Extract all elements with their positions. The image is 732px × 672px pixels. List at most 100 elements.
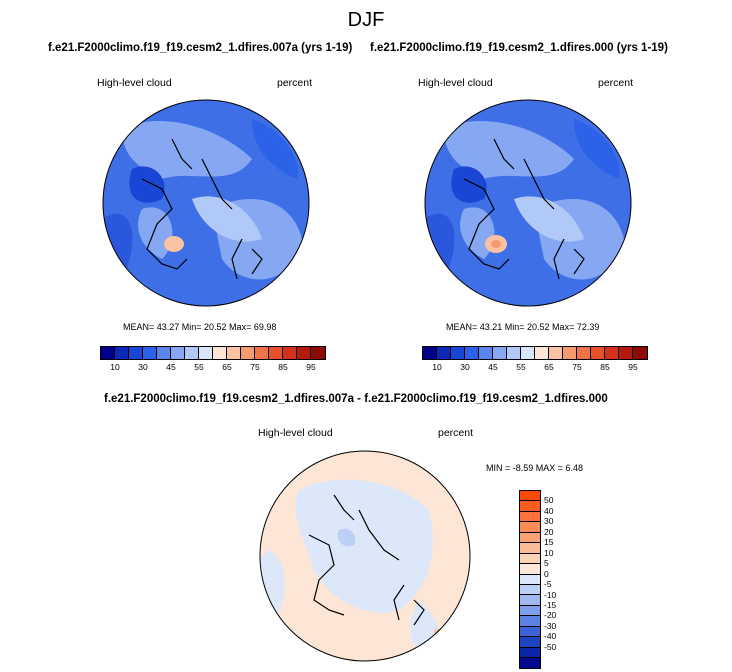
- colorbar-tick-label: -30: [544, 620, 557, 631]
- colorbar-box: [520, 553, 540, 565]
- colorbar-box: [213, 347, 227, 359]
- colorbar-box: [520, 511, 540, 523]
- colorbar-tick-label: 45: [488, 362, 498, 372]
- colorbar-box: [157, 347, 171, 359]
- colorbar-box: [493, 347, 507, 359]
- colorbar-tick-label: 75: [572, 362, 582, 372]
- colorbar-tick-label: 45: [166, 362, 176, 372]
- colorbar-box: [423, 347, 437, 359]
- colorbar-tick-label: 65: [222, 362, 232, 372]
- colorbar-box: [577, 347, 591, 359]
- stats-right: MEAN= 43.21 Min= 20.52 Max= 72.39: [446, 322, 600, 332]
- colorbar-box: [479, 347, 493, 359]
- colorbar-box: [520, 595, 540, 606]
- colorbar-tick-label: 10: [110, 362, 120, 372]
- colorbar-box: [199, 347, 213, 359]
- colorbar-box: [605, 347, 619, 359]
- colorbar-box: [520, 532, 540, 544]
- colorbar-right: [422, 346, 648, 360]
- colorbar-box: [549, 347, 563, 359]
- colorbar-box: [520, 491, 540, 502]
- colorbar-diff: [519, 490, 541, 670]
- colorbar-ticks-left: 10 30 45 55 65 75 85 95: [100, 362, 325, 374]
- colorbar-box: [619, 347, 633, 359]
- colorbar-box: [520, 543, 540, 554]
- colorbar-tick-label: 30: [544, 516, 554, 527]
- stats-diff: MIN = -8.59 MAX = 6.48: [486, 463, 584, 473]
- case-title-right: f.e21.F2000climo.f19_f19.cesm2_1.dfires.…: [370, 42, 668, 54]
- season-title: DJF: [347, 9, 385, 31]
- colorbar-tick-label: -5: [544, 579, 552, 590]
- colorbar-box: [520, 574, 540, 585]
- colorbar-tick-label: 15: [544, 537, 554, 548]
- colorbar-tick-label: 10: [544, 547, 554, 558]
- colorbar-left: [100, 346, 326, 360]
- colorbar-box: [535, 347, 549, 359]
- colorbar-tick-label: 65: [544, 362, 554, 372]
- colorbar-box: [115, 347, 129, 359]
- colorbar-box: [520, 637, 540, 648]
- colorbar-box: [520, 501, 540, 512]
- units-label-right: percent: [598, 77, 634, 89]
- colorbar-box: [269, 347, 283, 359]
- units-label-left: percent: [277, 77, 313, 89]
- colorbar-box: [311, 347, 325, 359]
- colorbar-box: [520, 522, 540, 533]
- polar-map-right: [424, 99, 632, 307]
- colorbar-box: [520, 616, 540, 627]
- colorbar-box: [283, 347, 297, 359]
- case-title-diff: f.e21.F2000climo.f19_f19.cesm2_1.dfires.…: [104, 393, 608, 405]
- colorbar-box: [465, 347, 479, 359]
- case-title-left: f.e21.F2000climo.f19_f19.cesm2_1.dfires.…: [48, 42, 353, 54]
- colorbar-tick-label: 30: [460, 362, 470, 372]
- colorbar-box: [520, 626, 540, 638]
- variable-label-diff: High-level cloud: [258, 427, 333, 439]
- colorbar-box: [437, 347, 451, 359]
- colorbar-ticks-right: 10 30 45 55 65 75 85 95: [422, 362, 647, 374]
- colorbar-ticks-diff: 50 40 30 20 15 10 5 0 -5 -10 -15 -20 -30 -40 -50: [544, 490, 574, 668]
- colorbar-box: [241, 347, 255, 359]
- colorbar-box: [633, 347, 647, 359]
- colorbar-tick-label: -50: [544, 641, 557, 652]
- colorbar-box: [101, 347, 115, 359]
- colorbar-box: [520, 658, 540, 669]
- colorbar-box: [507, 347, 521, 359]
- colorbar-tick-label: -40: [544, 631, 557, 642]
- colorbar-box: [255, 347, 269, 359]
- colorbar-tick-label: 10: [432, 362, 442, 372]
- colorbar-tick-label: -15: [544, 599, 557, 610]
- colorbar-box: [563, 347, 577, 359]
- colorbar-box: [591, 347, 605, 359]
- colorbar-tick-label: 85: [600, 362, 610, 372]
- colorbar-tick-label: 55: [516, 362, 526, 372]
- colorbar-box: [227, 347, 241, 359]
- colorbar-tick-label: 95: [628, 362, 638, 372]
- colorbar-tick-label: -10: [544, 589, 557, 600]
- colorbar-tick-label: 55: [194, 362, 204, 372]
- colorbar-tick-label: 95: [306, 362, 316, 372]
- colorbar-tick-label: -20: [544, 610, 557, 621]
- colorbar-tick-label: 75: [250, 362, 260, 372]
- colorbar-tick-label: 20: [544, 526, 554, 537]
- colorbar-tick-label: 0: [544, 568, 549, 579]
- polar-map-left: [102, 99, 310, 307]
- variable-label-left: High-level cloud: [97, 77, 172, 89]
- colorbar-tick-label: 40: [544, 505, 554, 516]
- variable-label-right: High-level cloud: [418, 77, 493, 89]
- colorbar-box: [185, 347, 199, 359]
- colorbar-tick-label: 5: [544, 558, 549, 569]
- colorbar-box: [520, 647, 540, 658]
- units-label-diff: percent: [438, 427, 474, 439]
- colorbar-tick-label: 85: [278, 362, 288, 372]
- colorbar-box: [520, 584, 540, 596]
- colorbar-box: [520, 605, 540, 617]
- colorbar-box: [171, 347, 185, 359]
- colorbar-box: [451, 347, 465, 359]
- colorbar-box: [143, 347, 157, 359]
- colorbar-tick-label: 30: [138, 362, 148, 372]
- colorbar-tick-label: 50: [544, 495, 554, 506]
- polar-map-diff: [259, 450, 471, 662]
- stats-left: MEAN= 43.27 Min= 20.52 Max= 69.98: [123, 322, 277, 332]
- colorbar-box: [520, 564, 540, 575]
- colorbar-box: [521, 347, 535, 359]
